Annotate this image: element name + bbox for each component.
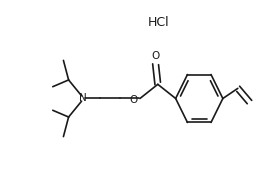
Text: O: O	[129, 95, 138, 105]
Text: O: O	[151, 51, 160, 61]
Text: HCl: HCl	[148, 16, 170, 29]
Text: N: N	[79, 94, 87, 104]
